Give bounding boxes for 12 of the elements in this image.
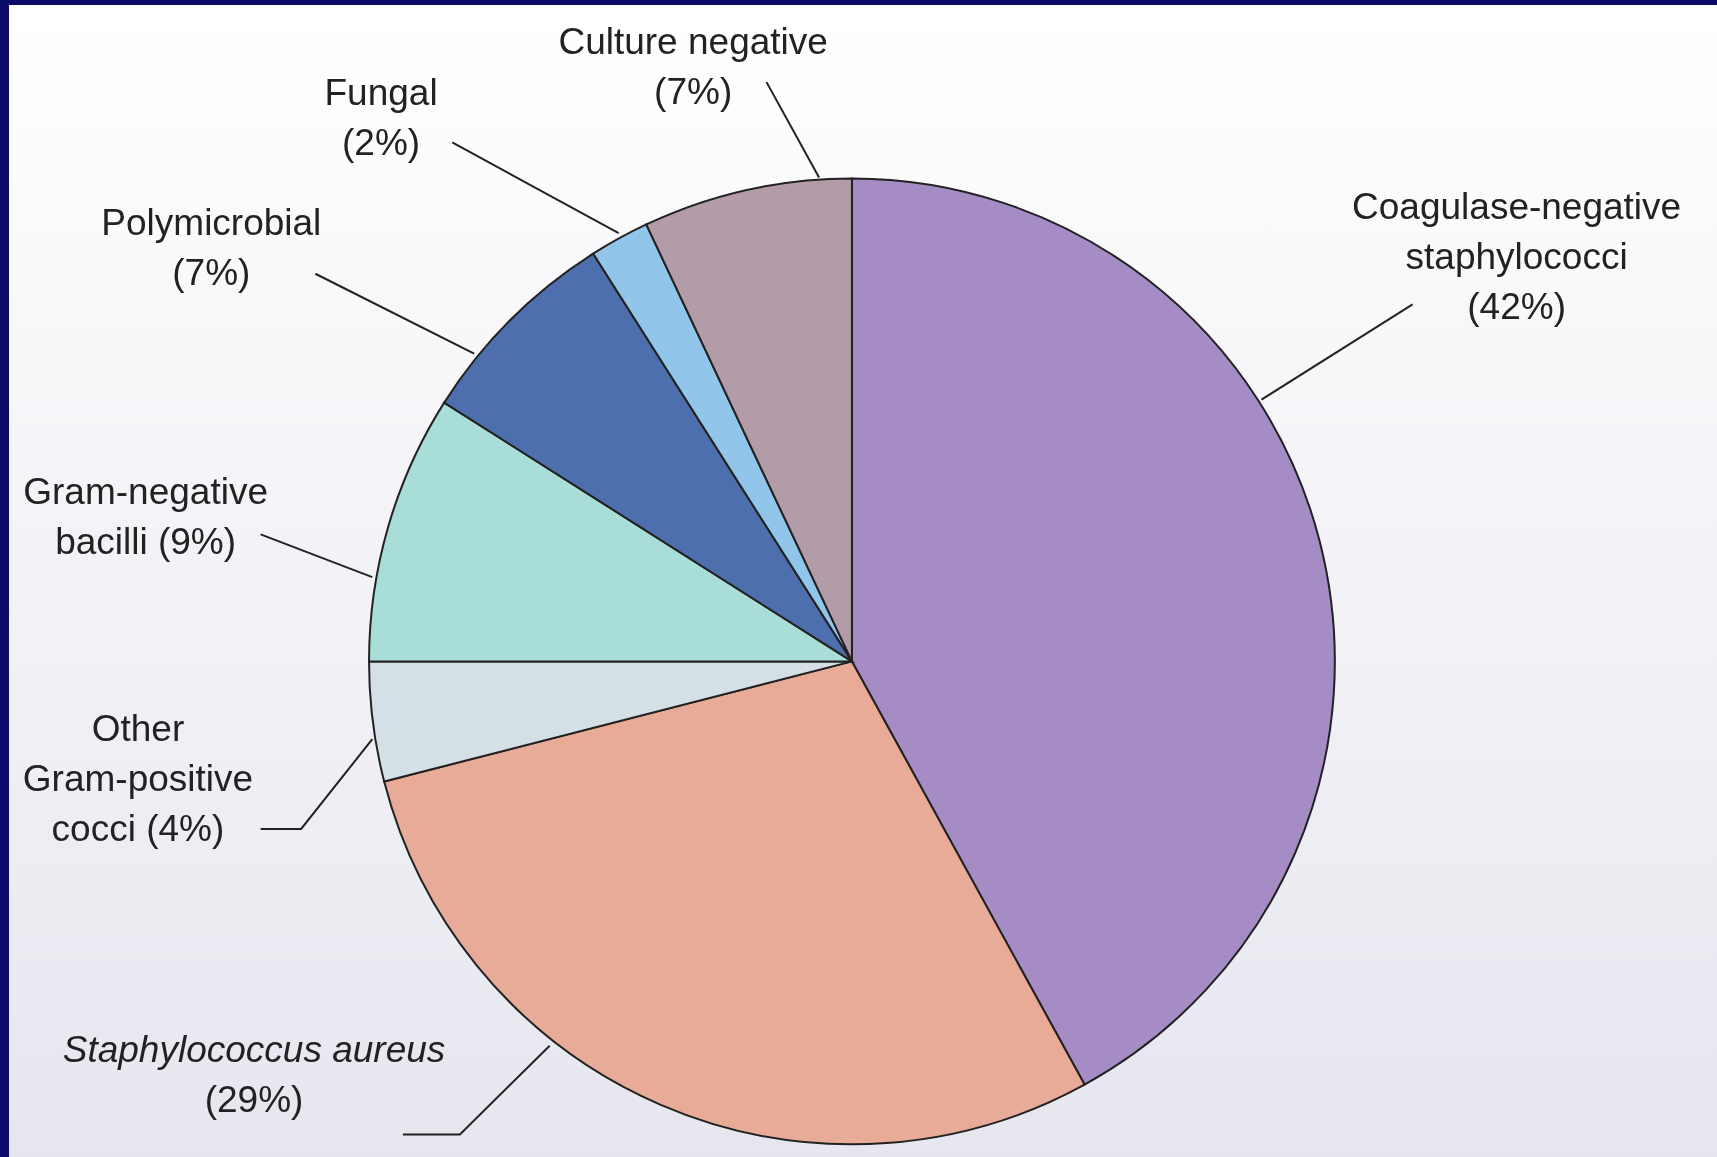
slice-label: Culture negative	[558, 20, 828, 62]
data-label: (42%)	[1467, 285, 1566, 327]
data-label: (7%)	[172, 251, 251, 293]
slice-label: Gram-negative bacilli (9%)	[23, 470, 268, 562]
data-label: (7%)	[654, 70, 733, 112]
slice-label: Fungal	[324, 71, 438, 113]
slice-label: Coagulase-negative staphylococci	[1352, 185, 1682, 277]
slice-label: Staphylococcus aureus	[62, 1028, 446, 1070]
slice-label: Polymicrobial	[101, 201, 322, 243]
data-label: (29%)	[204, 1078, 304, 1120]
data-label: (2%)	[342, 121, 421, 163]
slice-label: Other Gram-positive cocci (4%)	[22, 707, 254, 849]
